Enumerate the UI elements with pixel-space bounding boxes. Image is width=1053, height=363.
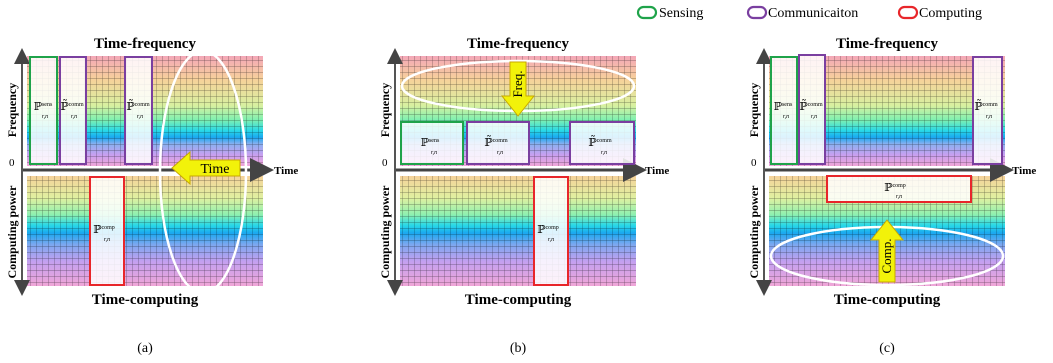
bottom-title: Time-computing [465, 292, 572, 308]
legend-communication-label: Communicaiton [768, 6, 858, 21]
svg-text:ℙsens: ℙsens [34, 101, 53, 113]
svg-text:Comp.: Comp. [879, 238, 894, 273]
svg-text:Freq.: Freq. [510, 70, 525, 97]
caption-c: (c) [879, 341, 895, 356]
svg-text:r,n: r,n [497, 150, 503, 156]
time-arrow: Time [171, 150, 241, 186]
top-title: Time-frequency [467, 36, 569, 52]
sensing-block: ℙsens r,n [29, 56, 58, 165]
sensing-block: ℙsens r,n [400, 121, 464, 165]
communication-block-2: ℙ̃comm r,n [124, 56, 153, 165]
caption-b: (b) [510, 341, 527, 356]
svg-text:r,n: r,n [601, 150, 607, 156]
legend-computing-swatch [897, 5, 919, 20]
svg-text:r,n: r,n [104, 237, 110, 243]
svg-text:ℙ̃comm: ℙ̃comm [60, 99, 84, 113]
computing-block: ℙcomp r,n [533, 176, 569, 286]
legend-computing-label: Computing [919, 6, 982, 21]
legend: Sensing Communicaiton Computing [636, 5, 982, 21]
svg-text:ℙ̃comm: ℙ̃comm [799, 99, 823, 113]
svg-text:ℙcomp: ℙcomp [884, 182, 906, 194]
svg-text:r,n: r,n [783, 114, 789, 120]
y-axis-label-bottom: Computing power [5, 185, 19, 279]
legend-communication-swatch [746, 5, 768, 20]
y-axis-label-top: Frequency [747, 83, 761, 137]
x-axis-label: Time [645, 165, 669, 177]
svg-text:ℙsens: ℙsens [421, 137, 440, 149]
bottom-title: Time-computing [834, 292, 941, 308]
communication-block-1: ℙ̃comm r,n [466, 121, 530, 165]
caption-a: (a) [137, 341, 153, 356]
freq-arrow: Freq. [500, 61, 536, 117]
svg-text:r,n: r,n [896, 194, 902, 200]
idle-time-ellipse [158, 49, 248, 295]
svg-text:r,n: r,n [42, 114, 48, 120]
svg-text:r,n: r,n [811, 114, 817, 120]
svg-text:ℙ̃comm: ℙ̃comm [484, 135, 508, 149]
top-title: Time-frequency [94, 36, 196, 52]
communication-block-1: ℙ̃comm r,n [798, 54, 826, 165]
bottom-title: Time-computing [92, 292, 199, 308]
svg-text:r,n: r,n [548, 237, 554, 243]
comp-arrow: Comp. [869, 219, 905, 283]
computing-block: ℙcomp r,n [826, 175, 972, 203]
y-axis-label-top: Frequency [378, 83, 392, 137]
computing-block: ℙcomp r,n [89, 176, 125, 286]
svg-text:r,n: r,n [431, 150, 437, 156]
legend-sensing-label: Sensing [659, 6, 703, 21]
svg-text:ℙ̃comm: ℙ̃comm [588, 135, 612, 149]
sensing-block: ℙsens r,n [770, 56, 798, 165]
svg-text:r,n: r,n [986, 114, 992, 120]
svg-text:r,n: r,n [137, 114, 143, 120]
panel-b: Time 0 Frequency Computing power Time-fr… [378, 36, 669, 356]
svg-text:ℙ̃comm: ℙ̃comm [974, 99, 998, 113]
x-axis-label: Time [1012, 165, 1036, 177]
svg-text:ℙcomp: ℙcomp [537, 224, 559, 236]
svg-text:Time: Time [200, 162, 229, 177]
svg-text:ℙ̃comm: ℙ̃comm [126, 99, 150, 113]
communication-block-2: ℙ̃comm r,n [972, 56, 1003, 165]
panel-c: Time 0 Frequency Computing power Time-fr… [747, 36, 1036, 356]
origin-label: 0 [9, 157, 15, 169]
top-title: Time-frequency [836, 36, 938, 52]
y-axis-label-bottom: Computing power [378, 185, 392, 279]
x-axis-label: Time [274, 165, 298, 177]
communication-block-2: ℙ̃comm r,n [569, 121, 635, 165]
legend-sensing-swatch [636, 5, 658, 20]
y-axis-label-top: Frequency [5, 83, 19, 137]
panel-a: Time 0 Frequency Computing power Time-fr… [5, 36, 298, 356]
svg-text:ℙsens: ℙsens [774, 101, 793, 113]
y-axis-label-bottom: Computing power [747, 185, 761, 279]
svg-text:r,n: r,n [71, 114, 77, 120]
origin-label: 0 [751, 157, 757, 169]
communication-block-1: ℙ̃comm r,n [59, 56, 87, 165]
origin-label: 0 [382, 157, 388, 169]
svg-text:ℙcomp: ℙcomp [93, 224, 115, 236]
